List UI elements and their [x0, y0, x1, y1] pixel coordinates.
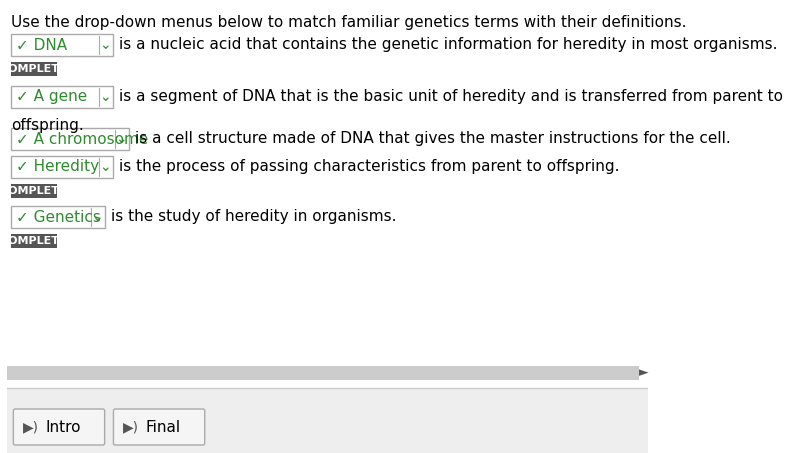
Text: ⌄: ⌄	[116, 132, 127, 146]
Text: ▶): ▶)	[23, 420, 39, 434]
FancyBboxPatch shape	[11, 184, 58, 198]
Text: is a nucleic acid that contains the genetic information for heredity in most org: is a nucleic acid that contains the gene…	[119, 38, 778, 53]
Text: is a cell structure made of DNA that gives the master instructions for the cell.: is a cell structure made of DNA that giv…	[135, 131, 731, 146]
FancyBboxPatch shape	[11, 34, 114, 56]
Text: ►: ►	[638, 366, 648, 380]
FancyBboxPatch shape	[11, 234, 58, 248]
FancyBboxPatch shape	[11, 86, 114, 108]
Text: ⌄: ⌄	[100, 38, 111, 52]
Text: Final: Final	[146, 419, 181, 434]
FancyBboxPatch shape	[7, 366, 639, 380]
FancyBboxPatch shape	[11, 156, 114, 178]
Text: Intro: Intro	[46, 419, 81, 434]
Text: ✓ Heredity: ✓ Heredity	[16, 159, 99, 174]
FancyBboxPatch shape	[114, 409, 205, 445]
Text: ✓ DNA: ✓ DNA	[16, 38, 67, 53]
Text: offspring.: offspring.	[11, 118, 84, 133]
FancyBboxPatch shape	[11, 62, 58, 76]
Text: ⌄: ⌄	[100, 90, 111, 104]
Text: ▶): ▶)	[123, 420, 139, 434]
Text: is the study of heredity in organisms.: is the study of heredity in organisms.	[111, 209, 397, 225]
FancyBboxPatch shape	[14, 409, 105, 445]
Text: ⌄: ⌄	[92, 210, 103, 224]
FancyBboxPatch shape	[11, 128, 130, 150]
FancyBboxPatch shape	[7, 388, 647, 453]
Text: ✓ Genetics: ✓ Genetics	[16, 209, 101, 225]
Text: COMPLETE: COMPLETE	[1, 236, 67, 246]
Text: is the process of passing characteristics from parent to offspring.: is the process of passing characteristic…	[119, 159, 619, 174]
Text: ⌄: ⌄	[100, 160, 111, 174]
Text: ✓ A chromosome: ✓ A chromosome	[16, 131, 148, 146]
Text: COMPLETE: COMPLETE	[1, 186, 67, 196]
Text: COMPLETE: COMPLETE	[1, 64, 67, 74]
Text: ✓ A gene: ✓ A gene	[16, 90, 87, 105]
Text: Use the drop-down menus below to match familiar genetics terms with their defini: Use the drop-down menus below to match f…	[11, 15, 686, 30]
Text: is a segment of DNA that is the basic unit of heredity and is transferred from p: is a segment of DNA that is the basic un…	[119, 90, 783, 105]
FancyBboxPatch shape	[11, 206, 106, 228]
